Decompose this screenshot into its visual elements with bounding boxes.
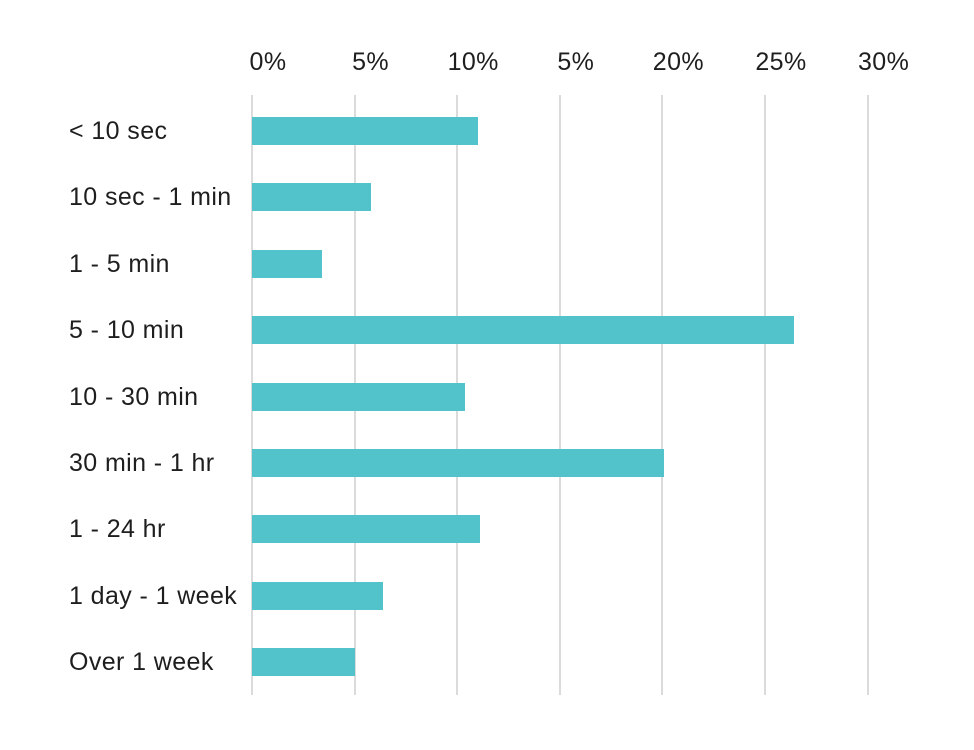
x-tick-label: 25% (755, 48, 807, 76)
bar (252, 249, 322, 278)
category-label: 10 - 30 min (69, 382, 199, 411)
category-label: Over 1 week (69, 648, 214, 677)
gridline (866, 95, 869, 695)
bar (252, 382, 466, 411)
bar (252, 515, 480, 544)
bar (252, 648, 355, 677)
category-label: < 10 sec (69, 117, 168, 145)
x-tick-label: 5% (352, 48, 390, 76)
bar (252, 581, 384, 610)
category-label: 5 - 10 min (69, 316, 185, 345)
category-label: 1 - 5 min (69, 249, 170, 278)
category-label: 30 min - 1 hr (69, 449, 215, 477)
x-tick-label: 30% (857, 48, 910, 76)
gridline (661, 95, 664, 695)
x-tick-label: 10% (447, 48, 499, 76)
gridline (764, 95, 766, 695)
x-tick-label: 0% (249, 48, 287, 76)
category-label: 1 - 24 hr (69, 515, 166, 544)
x-tick-label: 5% (557, 48, 595, 76)
category-label: 10 sec - 1 min (69, 183, 232, 212)
bar (252, 183, 372, 212)
bar (252, 117, 478, 145)
x-tick-label: 20% (652, 48, 705, 76)
category-label: 1 day - 1 week (69, 581, 238, 610)
bar (252, 316, 794, 345)
bar (252, 449, 665, 477)
gridline (558, 95, 561, 695)
